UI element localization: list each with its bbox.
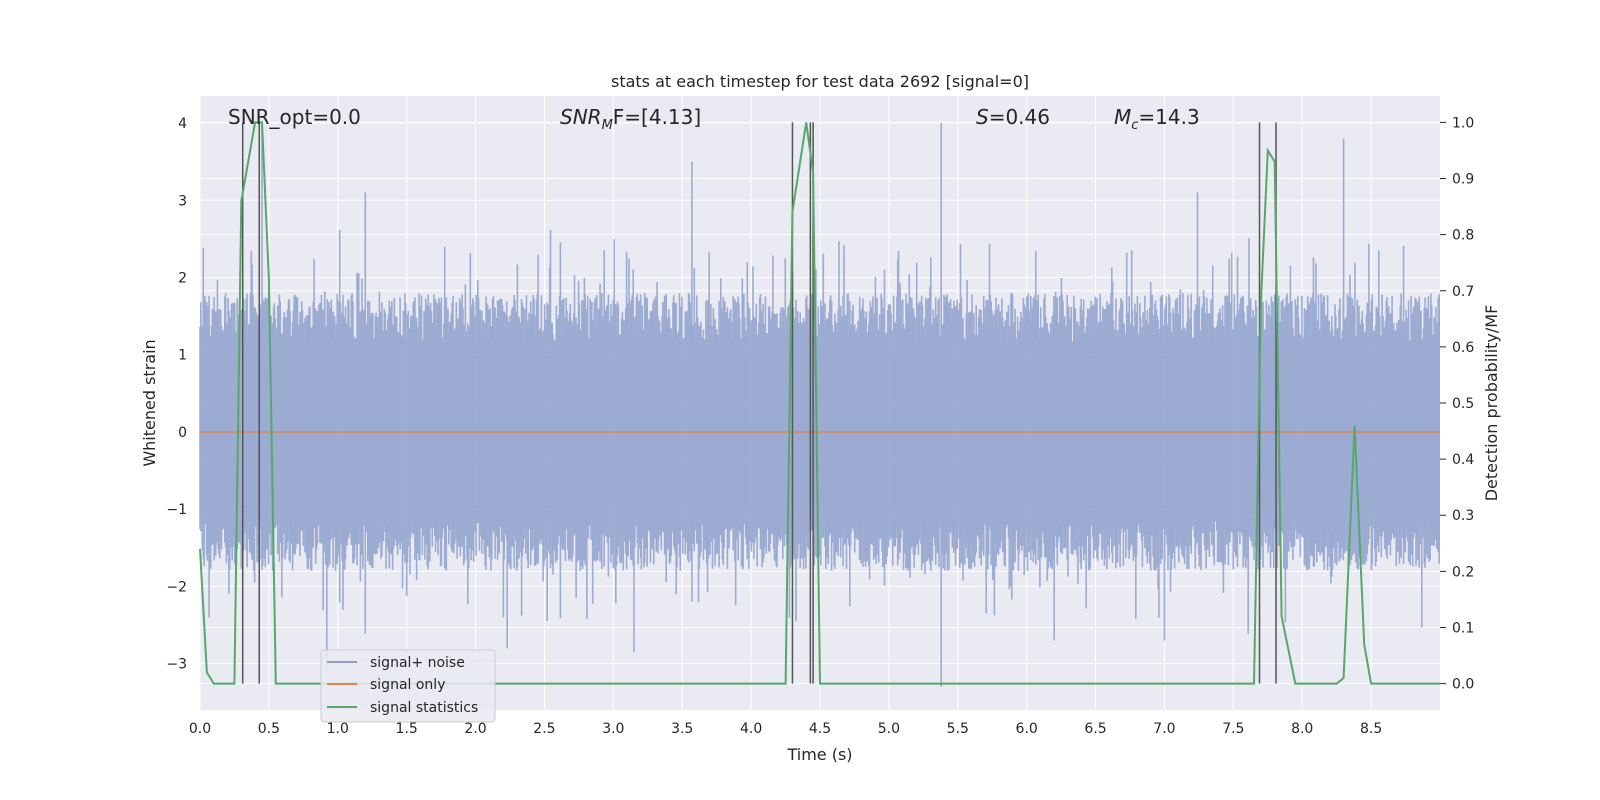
y-right-tick-label: 0.1 [1452, 620, 1474, 636]
y-axis-label: Whitened strain [140, 339, 159, 466]
y-tick-label: −3 [166, 657, 187, 673]
x-tick-label: 8.5 [1360, 721, 1382, 737]
annotation-s: S=0.46 [976, 105, 1050, 129]
y-tick-label: 1 [178, 348, 187, 364]
statistics-line [199, 121, 1440, 685]
mc-sub: c [1131, 118, 1138, 133]
x-tick-label: 0.0 [189, 721, 211, 737]
x-tick-label: 7.5 [1222, 721, 1244, 737]
y-right-tick-label: 0.6 [1452, 340, 1474, 356]
y-tick-label: −2 [166, 579, 187, 595]
y-tick-label: 2 [178, 270, 187, 286]
y-tick-label: 3 [178, 193, 187, 209]
mc-prefix: M [1114, 105, 1131, 129]
x-tick-label: 8.0 [1291, 721, 1313, 737]
x-tick-label: 4.5 [809, 721, 831, 737]
y-right-tick-label: 0.5 [1452, 396, 1474, 412]
snr-mf-sub: M [602, 118, 613, 133]
x-tick-label: 6.5 [1084, 721, 1106, 737]
y-tick-label: 0 [178, 425, 187, 441]
y-axis-right-ticks: 0.0 0.1 0.2 0.3 0.4 0.5 0.6 0.7 0.8 0.9 1.0 [1440, 115, 1474, 693]
y-tick-label: 4 [178, 116, 187, 132]
legend: signal+ noise signal only signal statist… [320, 649, 496, 723]
legend-label-signal-statistics: signal statistics [370, 700, 478, 716]
x-tick-label: 3.0 [602, 721, 624, 737]
y-right-tick-label: 1.0 [1452, 115, 1474, 131]
legend-label-signal-only: signal only [370, 677, 445, 693]
x-tick-label: 1.5 [396, 721, 418, 737]
series-signal-statistics [199, 121, 1440, 685]
y-tick-label: −1 [166, 502, 187, 518]
annotation-mc: Mc=14.3 [1114, 105, 1200, 133]
y-right-tick-label: 0.4 [1452, 452, 1474, 468]
annotation-snr-opt: SNR_opt=0.0 [228, 105, 361, 129]
x-axis-label: Time (s) [786, 745, 852, 764]
s-suffix: =0.46 [989, 105, 1050, 129]
x-tick-label: 1.0 [327, 721, 349, 737]
x-tick-label: 2.5 [533, 721, 555, 737]
y-right-tick-label: 0.0 [1452, 677, 1474, 693]
x-tick-label: 5.5 [947, 721, 969, 737]
x-tick-label: 5.0 [878, 721, 900, 737]
x-tick-label: 2.0 [464, 721, 486, 737]
y-axis-ticks: −3 −2 −1 0 1 2 3 4 [166, 116, 187, 673]
x-tick-label: 4.0 [740, 721, 762, 737]
y-right-tick-label: 0.3 [1452, 508, 1474, 524]
x-tick-label: 3.5 [671, 721, 693, 737]
y-right-tick-label: 0.8 [1452, 228, 1474, 244]
x-tick-label: 6.0 [1016, 721, 1038, 737]
y-axis-right-label: Detection probability/MF [1482, 305, 1501, 502]
x-tick-label: 0.5 [258, 721, 280, 737]
snr-mf-suffix: F=[4.13] [613, 105, 701, 129]
y-right-tick-label: 0.9 [1452, 172, 1474, 188]
legend-box [320, 649, 496, 723]
snr-mf-prefix: SNR [560, 105, 602, 129]
x-axis-ticks: 0.0 0.5 1.0 1.5 2.0 2.5 3.0 3.5 4.0 4.5 5.0 5.5 6.0 6… [189, 721, 1382, 737]
annotation-snr-mf: SNRMF=[4.13] [560, 105, 701, 133]
x-tick-label: 7.0 [1153, 721, 1175, 737]
mc-suffix: =14.3 [1138, 105, 1199, 129]
chart-title: stats at each timestep for test data 269… [611, 72, 1029, 91]
legend-label-signal-noise: signal+ noise [370, 655, 465, 671]
s-prefix: S [976, 105, 989, 129]
y-right-tick-label: 0.2 [1452, 564, 1474, 580]
y-right-tick-label: 0.7 [1452, 284, 1474, 300]
